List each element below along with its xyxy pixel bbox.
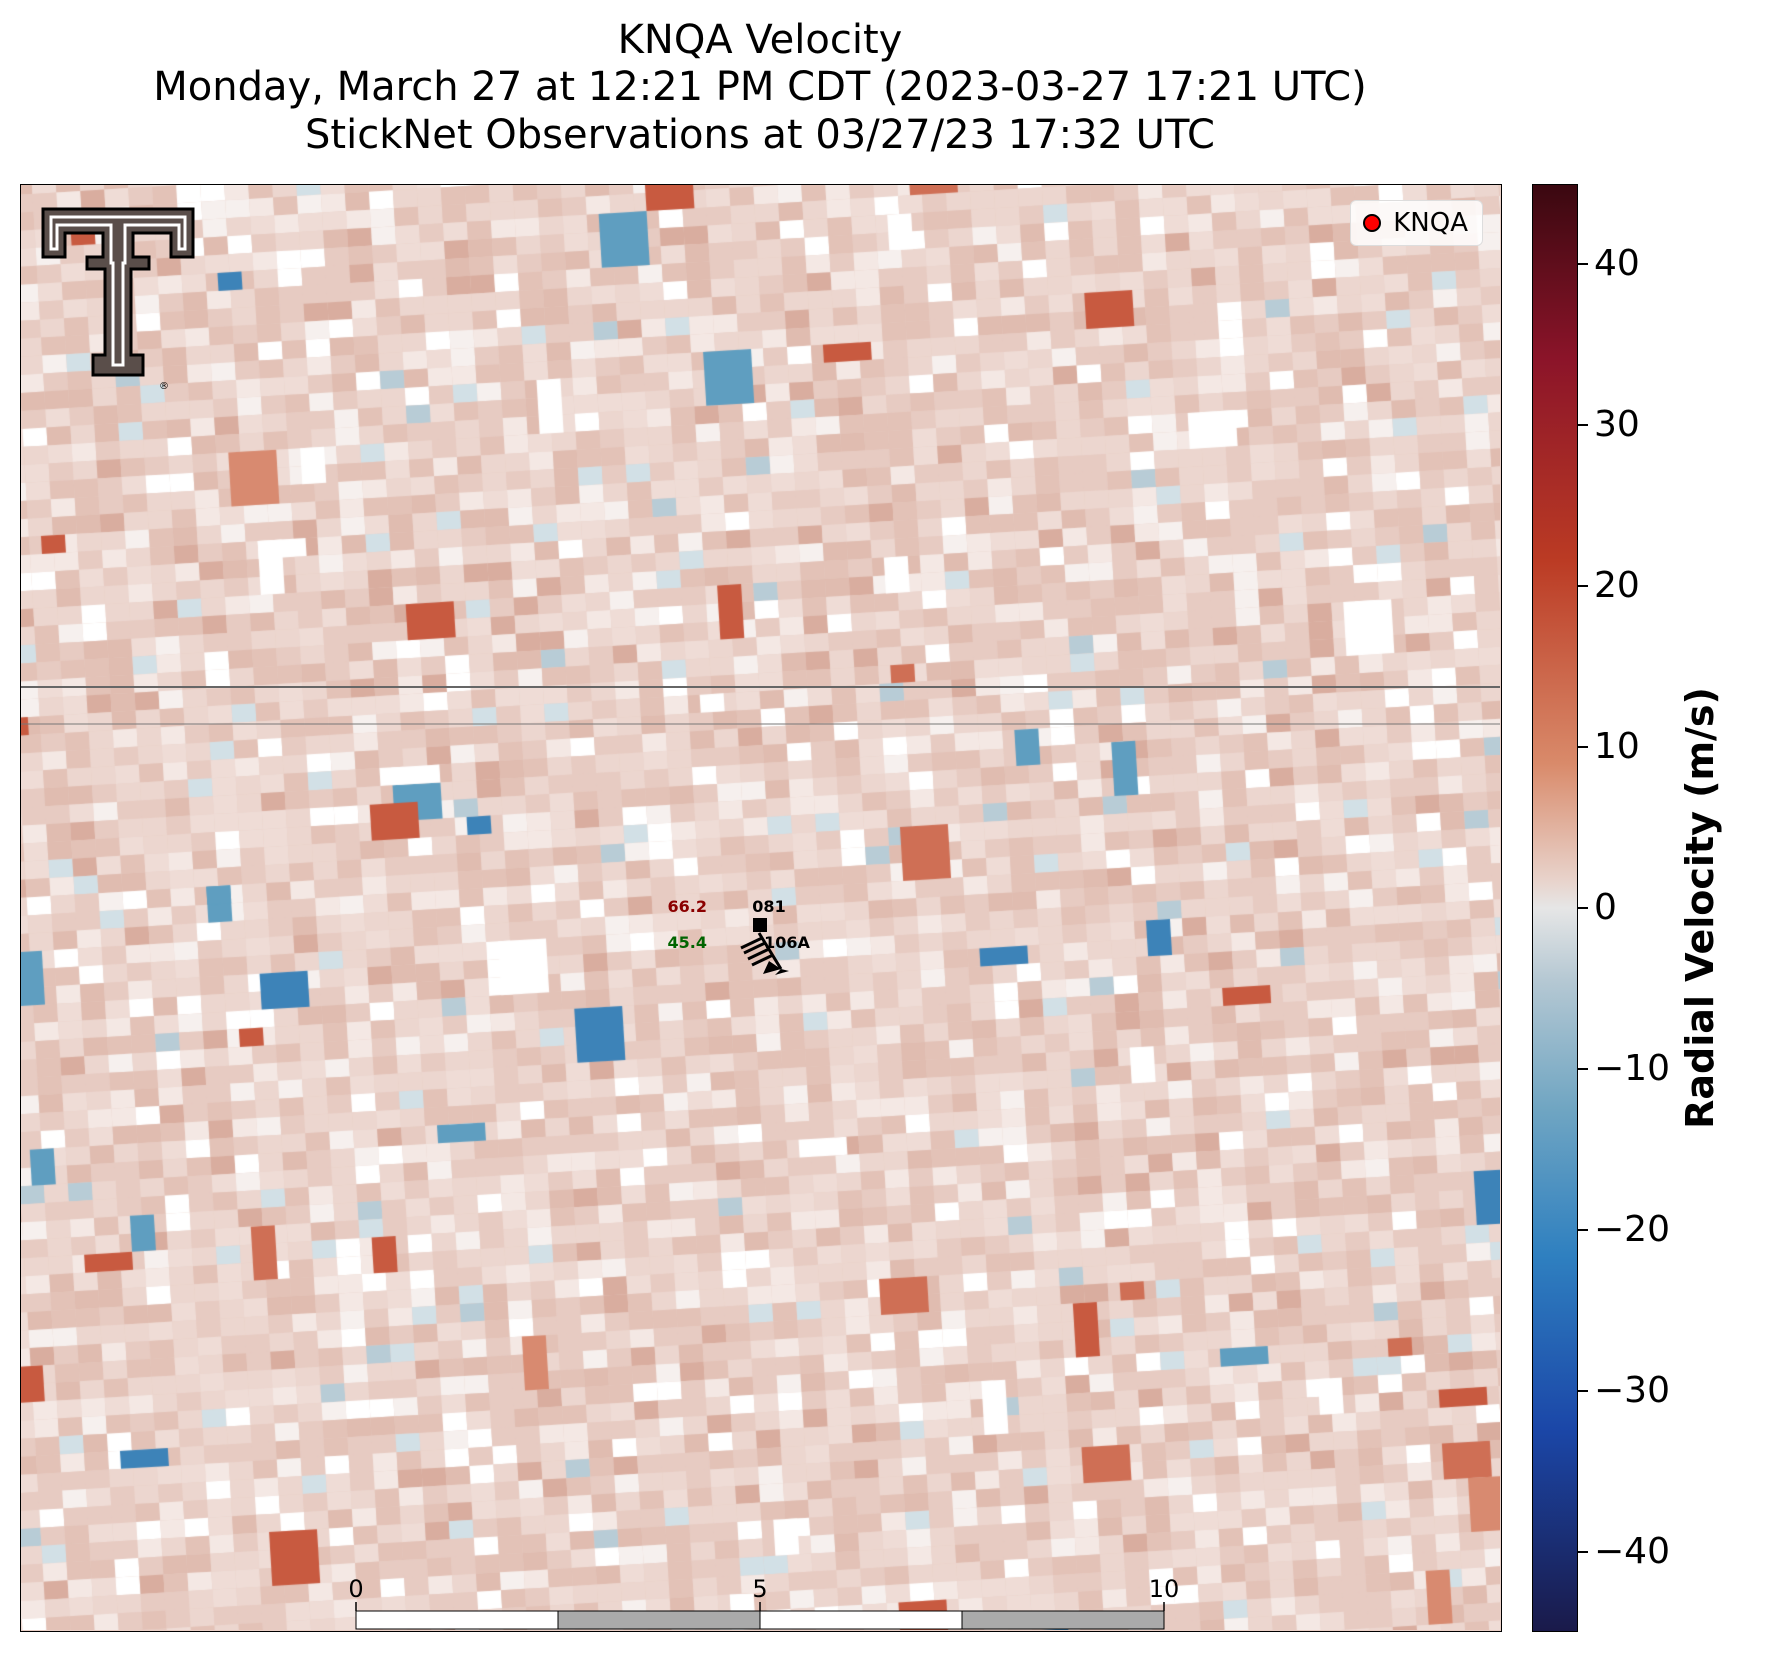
wind-barb-icon bbox=[740, 932, 789, 975]
colorbar-tick bbox=[1578, 1067, 1588, 1070]
colorbar bbox=[1532, 184, 1578, 1632]
scale-label-0: 0 bbox=[348, 1575, 363, 1603]
scale-label-10: 10 bbox=[1149, 1575, 1180, 1603]
colorbar-tick bbox=[1578, 263, 1588, 266]
colorbar-tick bbox=[1578, 746, 1588, 749]
colorbar-tick bbox=[1578, 585, 1588, 588]
colorbar-tick-label: −20 bbox=[1594, 1208, 1670, 1250]
map-overlay: 66.2 081 45.4 106A bbox=[21, 686, 1500, 1630]
colorbar-tick-label: −40 bbox=[1594, 1530, 1670, 1572]
colorbar-tick bbox=[1578, 1550, 1588, 1553]
svg-text:®: ® bbox=[159, 381, 169, 392]
sticknet-station-106a[interactable]: 45.4 106A bbox=[668, 932, 811, 975]
colorbar-tick-label: 10 bbox=[1594, 726, 1640, 768]
legend-label: KNQA bbox=[1393, 208, 1468, 238]
station-081-id: 081 bbox=[752, 897, 785, 916]
radar-velocity-field bbox=[21, 185, 1500, 1630]
station-106a-id: 106A bbox=[764, 933, 810, 952]
colorbar-tick bbox=[1578, 1389, 1588, 1392]
station-081-value: 66.2 bbox=[668, 897, 707, 916]
radar-site-marker-icon bbox=[1363, 214, 1382, 232]
colorbar-tick bbox=[1578, 424, 1588, 427]
chart-title: KNQA Velocity bbox=[617, 17, 903, 63]
scale-label-5: 5 bbox=[752, 1575, 767, 1603]
colorbar-tick-label: −10 bbox=[1594, 1047, 1670, 1089]
colorbar-tick-label: 30 bbox=[1594, 404, 1640, 446]
sticknet-station-081[interactable]: 66.2 081 bbox=[668, 897, 786, 932]
scale-bar: 0 5 10 km bbox=[348, 1575, 1179, 1630]
colorbar-tick-label: 40 bbox=[1594, 243, 1640, 285]
colorbar-tick-label: 20 bbox=[1594, 565, 1640, 607]
station-106a-value: 45.4 bbox=[668, 933, 707, 952]
chart-subtitle-time: Monday, March 27 at 12:21 PM CDT (2023-0… bbox=[153, 64, 1367, 110]
radar-map[interactable]: 66.2 081 45.4 106A bbox=[20, 184, 1502, 1632]
texas-tech-logo-icon: ® bbox=[41, 207, 195, 392]
colorbar-tick-label: −30 bbox=[1594, 1369, 1670, 1411]
chart-subtitle-obs: StickNet Observations at 03/27/23 17:32 … bbox=[305, 112, 1215, 158]
colorbar-tick bbox=[1578, 907, 1588, 909]
colorbar-tick bbox=[1578, 1228, 1588, 1231]
colorbar-label: Radial Velocity (m/s) bbox=[1678, 687, 1722, 1129]
map-legend: KNQA bbox=[1350, 200, 1483, 246]
station-081-marker bbox=[753, 918, 767, 932]
colorbar-tick-label: 0 bbox=[1594, 887, 1617, 928]
